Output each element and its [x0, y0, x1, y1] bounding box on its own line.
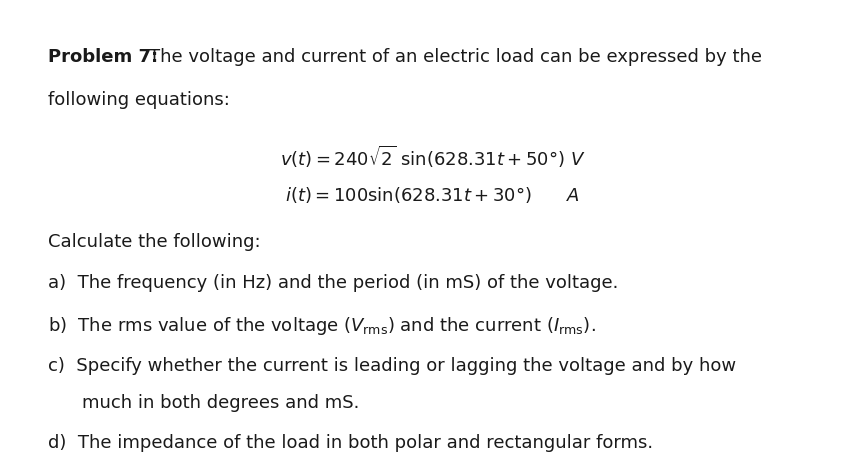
Text: Calculate the following:: Calculate the following:: [48, 232, 260, 250]
Text: d)  The impedance of the load in both polar and rectangular forms.: d) The impedance of the load in both pol…: [48, 433, 653, 451]
Text: c)  Specify whether the current is leading or lagging the voltage and by how: c) Specify whether the current is leadin…: [48, 356, 736, 374]
Text: b)  The rms value of the voltage ($V_\mathrm{rms}$) and the current ($I_\mathrm{: b) The rms value of the voltage ($V_\mat…: [48, 314, 595, 336]
Text: much in both degrees and mS.: much in both degrees and mS.: [82, 394, 360, 411]
Text: The voltage and current of an electric load can be expressed by the: The voltage and current of an electric l…: [149, 48, 762, 66]
Text: following equations:: following equations:: [48, 91, 229, 109]
Text: $v(t) = 240\sqrt{2}\ \sin(628.31t + 50°)\ V$: $v(t) = 240\sqrt{2}\ \sin(628.31t + 50°)…: [279, 143, 586, 169]
Text: Problem 7:: Problem 7:: [48, 48, 157, 66]
Text: a)  The frequency (in Hz) and the period (in mS) of the voltage.: a) The frequency (in Hz) and the period …: [48, 273, 618, 291]
Text: $i(t) = 100\sin(628.31t + 30°)\qquad A$: $i(t) = 100\sin(628.31t + 30°)\qquad A$: [285, 184, 580, 204]
